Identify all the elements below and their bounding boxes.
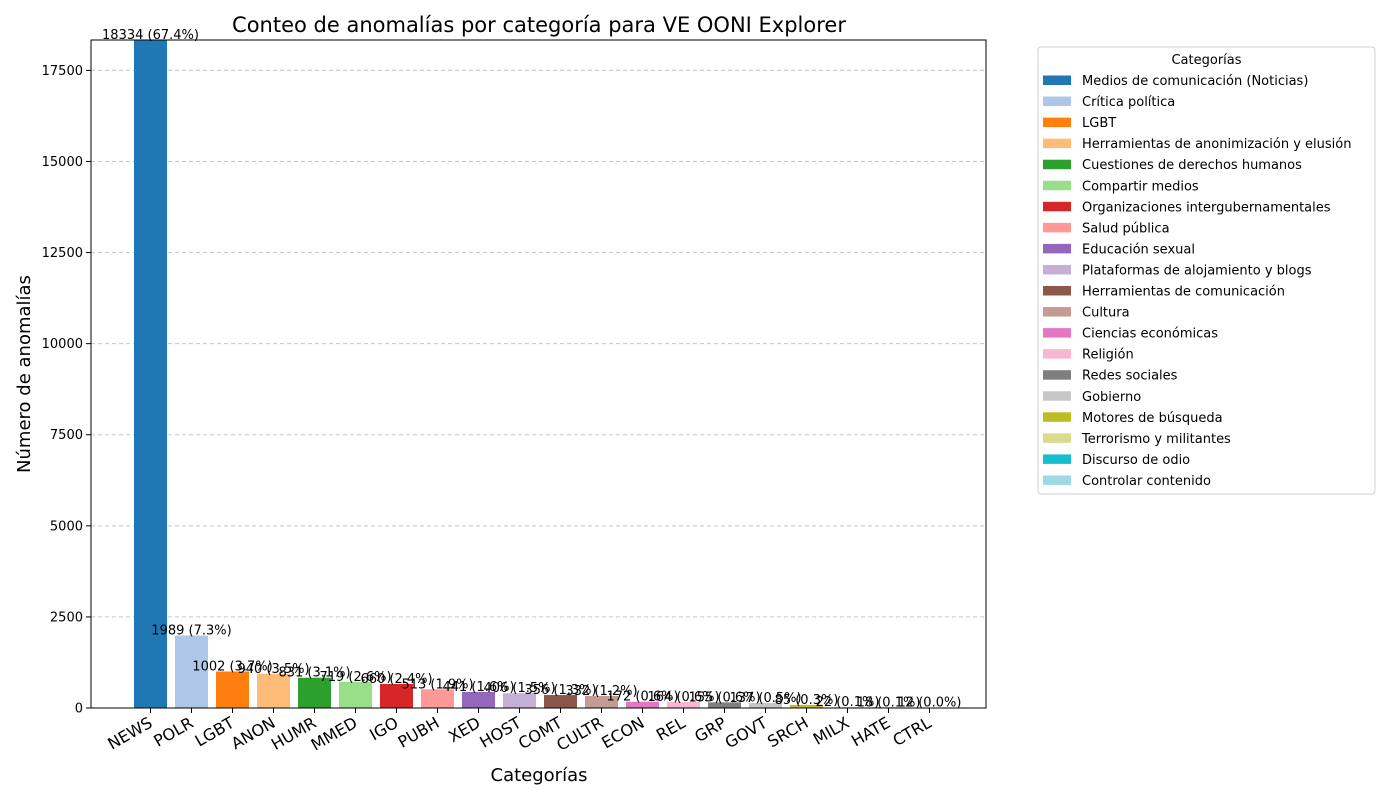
legend-swatch — [1043, 223, 1071, 233]
data-label: 12 (0.0%) — [898, 696, 962, 711]
legend-title: Categorías — [1171, 53, 1241, 68]
legend-label: Compartir medios — [1082, 179, 1199, 194]
x-tick-label: HATE — [848, 713, 894, 750]
legend-label: Herramientas de anonimización y elusión — [1082, 137, 1351, 152]
chart-title: Conteo de anomalías por categoría para V… — [232, 13, 846, 37]
legend-label: Organizaciones intergubernamentales — [1082, 200, 1331, 215]
y-tick-label: 2500 — [50, 610, 83, 625]
legend-label: Crítica política — [1082, 95, 1175, 110]
data-label: 18334 (67.4%) — [102, 28, 199, 43]
data-labels: 18334 (67.4%)1989 (7.3%)1002 (3.7%)940 (… — [102, 28, 961, 711]
legend-label: Medios de comunicación (Noticias) — [1082, 74, 1308, 89]
x-tick-label: SRCH — [764, 713, 811, 751]
legend-swatch — [1043, 97, 1071, 107]
legend-swatch — [1043, 391, 1071, 401]
x-tick-label: CULTR — [553, 713, 606, 755]
legend-label: Salud pública — [1082, 221, 1170, 236]
x-tick-label: MMED — [308, 713, 361, 754]
bars — [134, 40, 946, 708]
gridlines — [91, 70, 986, 617]
legend-swatch — [1043, 454, 1071, 464]
legend-label: Plataformas de alojamiento y blogs — [1082, 263, 1312, 278]
x-tick-label: HOST — [476, 713, 524, 752]
legend-label: Religión — [1082, 348, 1134, 363]
legend-label: Gobierno — [1082, 390, 1141, 405]
x-tick-label: NEWS — [104, 713, 155, 753]
legend-swatch — [1043, 139, 1071, 149]
plot-frame — [91, 40, 986, 708]
legend-label: Controlar contenido — [1082, 474, 1211, 489]
legend-swatch — [1043, 244, 1071, 254]
x-tick-label: LGBT — [192, 713, 238, 751]
y-tick-label: 0 — [75, 702, 83, 717]
legend-swatch — [1043, 307, 1071, 317]
legend-swatch — [1043, 265, 1071, 275]
legend-label: Terrorismo y militantes — [1081, 432, 1231, 447]
y-tick-label: 17500 — [42, 64, 83, 79]
legend-swatch — [1043, 160, 1071, 170]
y-tick-label: 7500 — [50, 428, 83, 443]
x-axis-label: Categorías — [491, 765, 588, 786]
y-axis-label: Número de anomalías — [14, 275, 35, 473]
x-tick-label: MILX — [810, 713, 853, 749]
y-tick-label: 10000 — [42, 337, 83, 352]
x-tick-label: GOVT — [722, 713, 771, 752]
legend-label: Redes sociales — [1082, 369, 1178, 384]
y-tick-label: 12500 — [42, 246, 83, 261]
legend-swatch — [1043, 202, 1071, 212]
y-axis: 0 2500 5000 7500 10000 12500 15000 17500 — [42, 64, 91, 717]
x-tick-label: ANON — [228, 713, 279, 753]
bar-news — [134, 40, 167, 708]
y-tick-label: 15000 — [42, 155, 83, 170]
legend-swatch — [1043, 370, 1071, 380]
x-tick-label: ECON — [598, 713, 647, 752]
legend-swatch — [1043, 76, 1071, 86]
legend-swatch — [1043, 349, 1071, 359]
legend-swatch — [1043, 286, 1071, 296]
legend-swatch — [1043, 433, 1071, 443]
legend-label: Cultura — [1082, 306, 1130, 321]
legend-label: Ciencias económicas — [1082, 327, 1218, 342]
legend-swatch — [1043, 118, 1071, 128]
legend-swatch — [1043, 328, 1071, 338]
y-tick-label: 5000 — [50, 519, 83, 534]
x-tick-label: REL — [653, 713, 689, 745]
legend-label: Herramientas de comunicación — [1082, 285, 1285, 300]
data-label: 1989 (7.3%) — [151, 624, 231, 639]
x-tick-label: HUMR — [268, 713, 320, 754]
x-tick-label: XED — [445, 713, 483, 746]
x-tick-label: CTRL — [890, 713, 935, 750]
x-tick-label: POLR — [150, 713, 196, 751]
legend-label: Motores de búsqueda — [1082, 411, 1223, 426]
legend-label: LGBT — [1082, 116, 1116, 131]
x-tick-label: PUBH — [395, 713, 443, 752]
legend-swatch — [1043, 412, 1071, 422]
legend-label: Discurso de odio — [1082, 453, 1190, 468]
legend-label: Cuestiones de derechos humanos — [1082, 158, 1302, 173]
legend-label: Educación sexual — [1082, 242, 1195, 257]
legend-swatch — [1043, 181, 1071, 191]
legend: Categorías Medios de comunicación (Notic… — [1038, 47, 1375, 494]
legend-swatch — [1043, 475, 1071, 485]
bar-lgbt — [216, 671, 249, 708]
